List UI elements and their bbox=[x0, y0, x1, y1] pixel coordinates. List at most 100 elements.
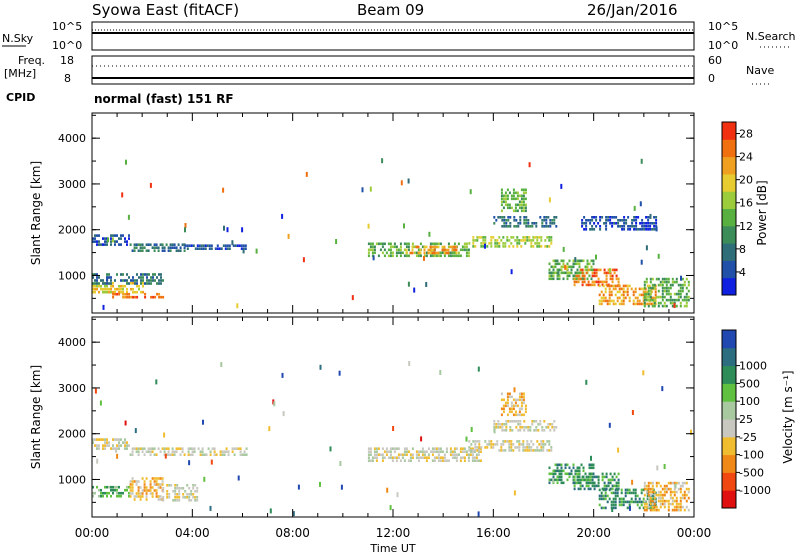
velocity-cell bbox=[124, 420, 127, 426]
velocity-cell bbox=[104, 438, 106, 441]
velocity-cell bbox=[373, 453, 376, 456]
n-tick-left-bottom: 10^0 bbox=[52, 39, 82, 52]
power-cell bbox=[490, 245, 493, 248]
power-cell bbox=[574, 257, 577, 263]
power-cell bbox=[383, 242, 386, 246]
velocity-cell bbox=[523, 429, 526, 432]
velocity-cell bbox=[537, 429, 540, 432]
velocity-cell bbox=[508, 410, 511, 414]
power-cell bbox=[548, 274, 551, 278]
velocity-cell bbox=[408, 361, 411, 366]
velocity-cell bbox=[581, 475, 584, 479]
power-cell bbox=[628, 284, 631, 288]
velocity-cell bbox=[560, 478, 563, 482]
power-cell bbox=[302, 257, 305, 263]
velocity-cell bbox=[597, 475, 600, 479]
power-cell bbox=[570, 265, 573, 269]
power-cell bbox=[578, 259, 581, 263]
velocity-cell bbox=[501, 423, 504, 426]
velocity-cell bbox=[622, 503, 625, 507]
velocity-cell bbox=[319, 364, 322, 370]
power-cell bbox=[381, 242, 384, 246]
velocity-cell bbox=[106, 494, 108, 498]
velocity-cell bbox=[118, 494, 120, 498]
power-cell bbox=[437, 254, 440, 258]
power-cell bbox=[595, 271, 598, 275]
power-cell bbox=[395, 245, 398, 249]
power-cell bbox=[585, 222, 588, 225]
velocity-cell bbox=[153, 477, 156, 480]
velocity-cell bbox=[556, 463, 559, 467]
velocity-cell bbox=[186, 493, 189, 496]
power-cell bbox=[158, 279, 160, 282]
power-cell bbox=[114, 243, 116, 246]
power-cell bbox=[154, 279, 156, 282]
power-cell bbox=[524, 239, 527, 242]
power-cell bbox=[647, 225, 650, 228]
power-cell bbox=[459, 248, 462, 252]
velocity-cell bbox=[194, 490, 197, 493]
power-cell bbox=[136, 284, 138, 288]
velocity-cell bbox=[427, 447, 430, 450]
power-cell bbox=[389, 251, 392, 255]
velocity-cell bbox=[145, 495, 148, 498]
velocity-cell bbox=[524, 407, 527, 411]
power-cell bbox=[241, 227, 244, 233]
power-cell bbox=[647, 304, 650, 308]
power-cell bbox=[586, 277, 589, 281]
power-cell bbox=[118, 243, 120, 246]
power-cell bbox=[655, 277, 658, 281]
power-cell bbox=[586, 265, 589, 269]
power-cell bbox=[611, 274, 614, 278]
velocity-cell bbox=[504, 449, 507, 452]
power-cell bbox=[389, 242, 392, 246]
velocity-cell bbox=[675, 481, 678, 485]
power-cell bbox=[415, 251, 418, 255]
power-cell bbox=[549, 219, 552, 222]
power-cell bbox=[480, 245, 483, 248]
velocity-cell bbox=[514, 401, 517, 405]
power-cell bbox=[522, 239, 525, 242]
power-cell bbox=[496, 245, 499, 248]
power-cell bbox=[367, 248, 370, 252]
power-cell bbox=[671, 298, 674, 302]
velocity-cell bbox=[560, 481, 563, 485]
power-cell bbox=[618, 290, 621, 294]
velocity-cell bbox=[225, 447, 228, 450]
velocity-cell bbox=[613, 484, 616, 488]
power-cell bbox=[120, 287, 122, 291]
power-cell bbox=[550, 242, 553, 245]
power-cell bbox=[683, 280, 686, 284]
velocity-cell bbox=[673, 508, 676, 512]
power-cell bbox=[132, 290, 134, 294]
velocity-cell bbox=[149, 486, 152, 489]
power-cell bbox=[608, 302, 611, 306]
power-cell bbox=[439, 242, 442, 246]
velocity-cell bbox=[648, 503, 651, 507]
power-cell bbox=[494, 242, 497, 245]
velocity-cell bbox=[439, 370, 442, 375]
velocity-cell bbox=[675, 496, 678, 500]
power-cell bbox=[124, 295, 127, 299]
power-cell bbox=[156, 292, 159, 296]
power-cell bbox=[141, 243, 144, 246]
velocity-cell bbox=[118, 485, 120, 489]
power-cell bbox=[148, 279, 150, 282]
power-cell bbox=[522, 236, 525, 239]
power-cell bbox=[687, 289, 690, 293]
velocity-cell bbox=[389, 456, 392, 459]
velocity-cell bbox=[667, 487, 670, 491]
power-cell bbox=[677, 283, 680, 287]
power-cell bbox=[599, 216, 602, 219]
velocity-cell bbox=[585, 481, 588, 485]
power-cell bbox=[588, 262, 591, 266]
velocity-cell bbox=[638, 506, 641, 510]
velocity-cell bbox=[149, 447, 152, 450]
velocity-cell bbox=[477, 459, 480, 462]
velocity-cell bbox=[579, 487, 582, 491]
power-cell bbox=[224, 244, 227, 247]
power-cell bbox=[204, 244, 207, 247]
velocity-cell bbox=[530, 446, 533, 449]
power-cell bbox=[453, 245, 456, 249]
velocity-cell bbox=[533, 420, 536, 423]
